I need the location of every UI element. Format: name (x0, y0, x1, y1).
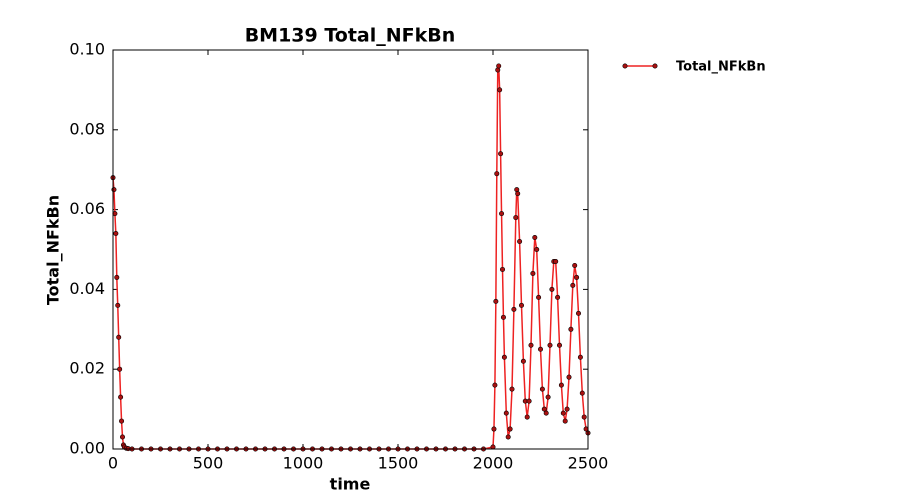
data-point (499, 211, 505, 217)
data-point (507, 426, 513, 432)
data-point (493, 298, 499, 304)
data-point (556, 342, 562, 348)
data-point (495, 67, 501, 73)
legend-marker (622, 63, 628, 69)
data-point (575, 310, 581, 316)
data-point (518, 302, 524, 308)
data-point (520, 358, 526, 364)
y-tick-label: 0.04 (69, 279, 105, 298)
data-point (118, 394, 124, 400)
legend-label: Total_NFkBn (676, 60, 766, 75)
data-point (115, 302, 121, 308)
x-tick-label: 1000 (283, 454, 324, 473)
data-point (513, 215, 519, 221)
data-point (549, 286, 555, 292)
data-point (566, 374, 572, 380)
data-point (503, 410, 509, 416)
data-point (574, 274, 580, 280)
data-point (541, 406, 547, 412)
data-point (114, 274, 120, 280)
data-point (497, 87, 503, 93)
data-point (534, 247, 540, 253)
y-tick-label: 0.00 (69, 439, 105, 458)
data-point (492, 382, 498, 388)
data-point (505, 434, 511, 440)
data-point (526, 398, 532, 404)
x-tick-label: 0 (108, 454, 118, 473)
data-point (560, 410, 566, 416)
x-tick-label: 1500 (378, 454, 419, 473)
data-point (496, 63, 502, 69)
data-point (543, 410, 549, 416)
y-tick-label: 0.08 (69, 119, 105, 138)
data-point (570, 282, 576, 288)
chart-title: BM139 Total_NFkBn (245, 25, 456, 47)
data-point (501, 354, 507, 360)
data-point (539, 386, 545, 392)
data-point (537, 346, 543, 352)
data-point (532, 235, 538, 241)
x-axis-label: time (330, 475, 371, 494)
data-point (579, 390, 585, 396)
data-point (530, 270, 536, 276)
data-point (498, 151, 504, 157)
data-point (547, 342, 553, 348)
y-tick-label: 0.06 (69, 199, 105, 218)
data-point (113, 231, 119, 237)
data-point (499, 266, 505, 272)
data-point (120, 434, 126, 440)
data-point (509, 386, 515, 392)
x-tick-label: 500 (193, 454, 224, 473)
data-point (568, 326, 574, 332)
data-point (116, 334, 122, 340)
legend-marker (652, 63, 658, 69)
data-point (528, 342, 534, 348)
plot-frame (112, 49, 589, 450)
data-point (553, 258, 559, 264)
data-point (524, 414, 530, 420)
data-point (555, 294, 561, 300)
data-point (577, 354, 583, 360)
data-point (545, 394, 551, 400)
y-tick-label: 0.02 (69, 359, 105, 378)
data-point (500, 314, 506, 320)
data-point (564, 406, 570, 412)
data-point (536, 294, 542, 300)
data-point (572, 262, 578, 268)
data-point (514, 187, 520, 193)
y-axis-label: Total_NFkBn (44, 195, 63, 305)
data-point (511, 306, 517, 312)
x-tick-label: 2000 (473, 454, 514, 473)
data-point (562, 418, 568, 424)
data-point (558, 382, 564, 388)
data-point (494, 171, 500, 177)
data-point (581, 414, 587, 420)
x-tick-label: 2500 (568, 454, 609, 473)
data-point (491, 426, 497, 432)
data-point (117, 366, 123, 372)
data-point (119, 418, 125, 424)
data-point (517, 239, 523, 245)
y-tick-label: 0.10 (69, 40, 105, 59)
data-point (111, 187, 117, 193)
data-point (515, 191, 521, 197)
